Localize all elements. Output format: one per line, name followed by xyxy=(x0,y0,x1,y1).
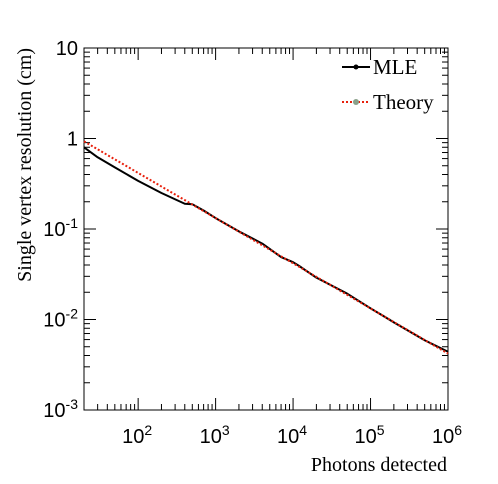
x-axis-title: Photons detected xyxy=(311,454,447,476)
series-layer xyxy=(83,140,449,355)
y-tick-label: 10-3 xyxy=(43,396,78,422)
legend-theory-label: Theory xyxy=(373,90,434,114)
axis-tick-labels: 102 103 104 105 106 10-3 10-2 10-1 1 10 xyxy=(43,38,462,448)
legend-theory-marker xyxy=(353,99,359,105)
y-tick-label: 1 xyxy=(67,129,78,151)
axis-ticks xyxy=(83,47,449,411)
y-tick-label: 10-2 xyxy=(43,306,78,332)
y-tick-label: 10 xyxy=(56,38,78,60)
x-tick-label: 102 xyxy=(122,422,152,448)
x-tick-label: 105 xyxy=(355,422,385,448)
legend-mle-label: MLE xyxy=(373,55,417,79)
y-axis-title: Single vertex resolution (cm) xyxy=(14,48,36,282)
y-tick-label: 10-1 xyxy=(43,215,78,241)
x-tick-label: 104 xyxy=(277,422,307,448)
legend: MLE Theory xyxy=(342,55,434,114)
legend-entry-theory: Theory xyxy=(342,90,434,114)
x-tick-label: 106 xyxy=(432,422,462,448)
legend-mle-marker xyxy=(353,64,359,70)
legend-entry-mle: MLE xyxy=(342,55,417,79)
x-tick-label: 103 xyxy=(200,422,230,448)
